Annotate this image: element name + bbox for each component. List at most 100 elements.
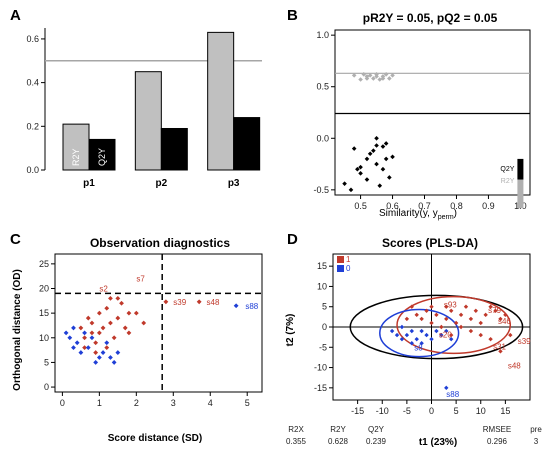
panel-b-point-r2y <box>358 77 363 82</box>
panel-a-bar-chart: 0.0 0.2 0.4 0.6 R2Y Q2Y p1 p2 p3 <box>26 28 262 189</box>
panel-d-point-label: s20 <box>439 330 452 339</box>
panel-b-point-q2y <box>380 166 386 172</box>
panel-b-point-q2y <box>364 156 370 162</box>
panel-d-xtick-label: 0 <box>429 406 434 416</box>
panel-d-point-class-0 <box>409 328 414 334</box>
panel-d-point-class-1 <box>473 308 479 313</box>
panel-d-ellipse-class-1 <box>396 295 512 355</box>
panel-b-point-q2y <box>367 151 373 157</box>
panel-c-point-label: s2 <box>99 285 108 294</box>
panel-d-point-class-0 <box>424 332 429 338</box>
panel-c-ytick-label: 0 <box>44 382 49 392</box>
panel-letter-c: C <box>10 231 21 248</box>
panel-c-point-class-1 <box>85 315 91 321</box>
panel-d-xtick-label: -15 <box>351 406 364 416</box>
panel-b-point-r2y <box>351 73 357 78</box>
panel-d-stat-header-r2x: R2X <box>288 425 304 434</box>
panel-b-point-q2y <box>383 156 389 162</box>
panel-c-point-class-1 <box>82 345 87 351</box>
panel-d-legend-swatch-1 <box>337 256 344 263</box>
panel-d-point-label: s46 <box>498 317 511 326</box>
panel-a-bar-r2y-p1 <box>62 123 90 171</box>
panel-d-ytick-label: 0 <box>322 322 327 332</box>
panel-c-point-class-1 <box>122 325 128 331</box>
panel-b-point-q2y <box>377 183 383 189</box>
panel-c-point-class-1 <box>96 330 102 336</box>
panel-a-bar-q2y-p2 <box>160 127 188 171</box>
panel-c-xtick-label: 0 <box>60 398 65 408</box>
panel-d-point-class-1 <box>488 336 493 342</box>
panel-d-ytick-label: -5 <box>319 342 327 352</box>
panel-d-point-class-1 <box>488 304 493 309</box>
panel-b-point-q2y <box>390 154 395 160</box>
panel-c-point-class-1 <box>119 300 124 306</box>
panel-d-point-class-1 <box>498 316 503 322</box>
panel-d-point-class-1 <box>493 308 498 313</box>
panel-d-point-class-1 <box>424 308 429 313</box>
panel-c-point-class-0 <box>233 303 239 309</box>
panel-d-stat-header-q2y: Q2Y <box>368 425 385 434</box>
panel-b-point-r2y <box>377 77 383 82</box>
panel-a-bar-r2y-p3 <box>207 31 235 171</box>
panel-c-point-label: s39 <box>173 298 186 307</box>
panel-d-legend-swatch-0 <box>337 265 344 272</box>
panel-d-point-class-0 <box>389 328 395 334</box>
panel-a-category-label: p2 <box>155 178 167 189</box>
panel-c-ytick-label: 5 <box>44 357 49 367</box>
panel-c-ytick-label: 15 <box>39 308 49 318</box>
panel-c-point-label: s7 <box>136 275 145 284</box>
panel-b-plot-frame <box>334 29 531 196</box>
panel-c-point-class-1 <box>89 330 95 336</box>
panel-b-xlabel-close: ) <box>454 208 457 219</box>
panel-d-point-class-0 <box>414 336 419 342</box>
panel-b-legend-swatch-r2y <box>517 179 524 209</box>
panel-c-point-class-0 <box>82 330 87 336</box>
panel-b-point-q2y <box>374 135 379 141</box>
panel-b-legend-swatch-q2y <box>517 158 524 180</box>
panel-b-point-q2y <box>358 164 363 170</box>
panel-c-point-class-1 <box>126 310 132 316</box>
panel-c-point-class-0 <box>67 335 73 341</box>
panel-b-point-r2y <box>361 72 367 77</box>
panel-b-xtick-label: 0.5 <box>354 201 367 211</box>
panel-b-legend-label-r2y: R2Y <box>501 178 515 185</box>
panel-d-point-class-1 <box>498 349 503 354</box>
panel-c-point-class-0 <box>100 350 106 355</box>
panel-c-point-class-0 <box>63 330 69 336</box>
panel-b-point-q2y <box>374 161 379 167</box>
panel-c-point-class-0 <box>93 360 99 365</box>
panel-c-point-label: s48 <box>207 298 220 307</box>
panel-d-point-class-1 <box>419 316 424 322</box>
panel-a-ytick-label: 0.6 <box>26 34 39 44</box>
panel-d-point-class-0 <box>449 336 454 342</box>
panel-b-point-q2y <box>351 146 357 151</box>
panel-d-xlabel: t1 (23%) <box>419 437 457 448</box>
panel-a-category-label: p1 <box>83 178 95 189</box>
panel-c-point-class-1 <box>126 330 132 336</box>
panel-d-point-label: s48 <box>508 362 521 371</box>
panel-d-point-class-1 <box>468 328 474 334</box>
panel-d-xtick-label: 10 <box>476 406 486 416</box>
panel-d-point-class-0 <box>444 385 449 391</box>
panel-c-point-class-0 <box>78 350 84 355</box>
panel-d-legend-label-1: 1 <box>346 255 351 264</box>
panel-b-point-r2y <box>367 73 373 78</box>
panel-c-point-class-0 <box>71 345 76 351</box>
panel-b-point-q2y <box>374 143 379 148</box>
panel-c-point-class-1 <box>89 320 95 326</box>
panel-d-stat-header-rmsee: RMSEE <box>483 425 511 434</box>
panel-d-point-class-1 <box>449 332 454 338</box>
panel-a-category-label: p3 <box>228 178 240 189</box>
panel-letter-b: B <box>287 7 298 24</box>
panel-c-point-class-1 <box>93 340 99 346</box>
panel-b-point-r2y <box>380 76 386 81</box>
panel-d-point-class-0 <box>399 324 405 330</box>
panel-d-stat-value-r2y: 0.628 <box>328 437 349 446</box>
panel-c-xtick-label: 3 <box>171 398 176 408</box>
panel-c-point-class-1 <box>111 335 117 341</box>
panel-c-xlabel: Score distance (SD) <box>108 433 202 444</box>
panel-b-point-q2y <box>364 177 370 182</box>
panel-c-xtick-label: 2 <box>134 398 139 408</box>
panel-d-point-class-0 <box>399 336 405 342</box>
